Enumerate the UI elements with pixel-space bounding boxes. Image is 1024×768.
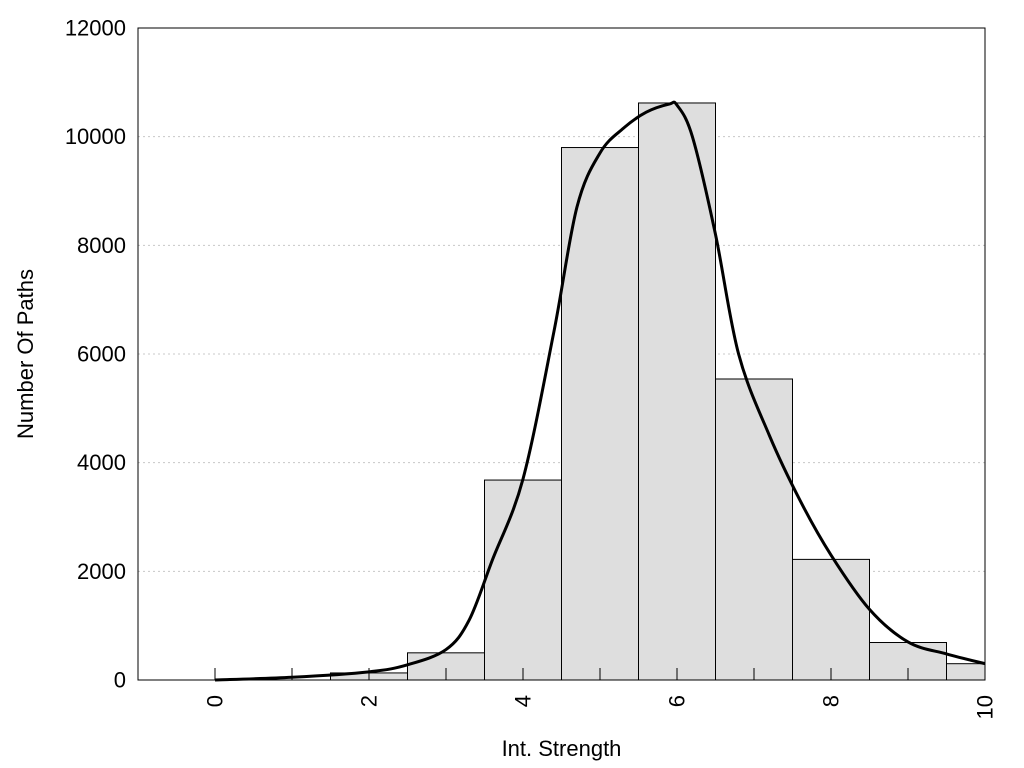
y-axis-ticks: 0 2000 4000 6000 8000 10000 12000 bbox=[65, 16, 126, 693]
histogram-bar bbox=[715, 378, 793, 681]
plot-frame bbox=[137, 27, 986, 681]
x-tick-label: 8 bbox=[819, 695, 844, 707]
histogram-bar bbox=[792, 558, 870, 681]
x-tick-label: 10 bbox=[973, 695, 998, 719]
x-tick-label: 0 bbox=[203, 695, 228, 707]
y-tick-label: 0 bbox=[114, 668, 126, 693]
histogram-bar bbox=[946, 663, 986, 681]
y-tick-label: 8000 bbox=[77, 233, 126, 258]
y-axis-title: Number Of Paths bbox=[13, 269, 38, 439]
x-tick-label: 4 bbox=[511, 695, 536, 707]
y-tick-label: 12000 bbox=[65, 16, 126, 41]
density-curve bbox=[214, 100, 986, 682]
x-tick-label: 6 bbox=[665, 695, 690, 707]
x-axis-ticks: 0 2 4 6 8 10 bbox=[203, 668, 998, 719]
y-tick-label: 2000 bbox=[77, 559, 126, 584]
bars bbox=[330, 102, 986, 681]
y-tick-label: 10000 bbox=[65, 124, 126, 149]
histogram-bar bbox=[638, 102, 716, 681]
density-curve-layer bbox=[214, 100, 986, 682]
y-tick-label: 6000 bbox=[77, 342, 126, 367]
x-tick-label: 2 bbox=[357, 695, 382, 707]
y-tick-label: 4000 bbox=[77, 450, 126, 475]
x-axis-title: Int. Strength bbox=[502, 736, 622, 761]
histogram-bar bbox=[484, 479, 562, 681]
